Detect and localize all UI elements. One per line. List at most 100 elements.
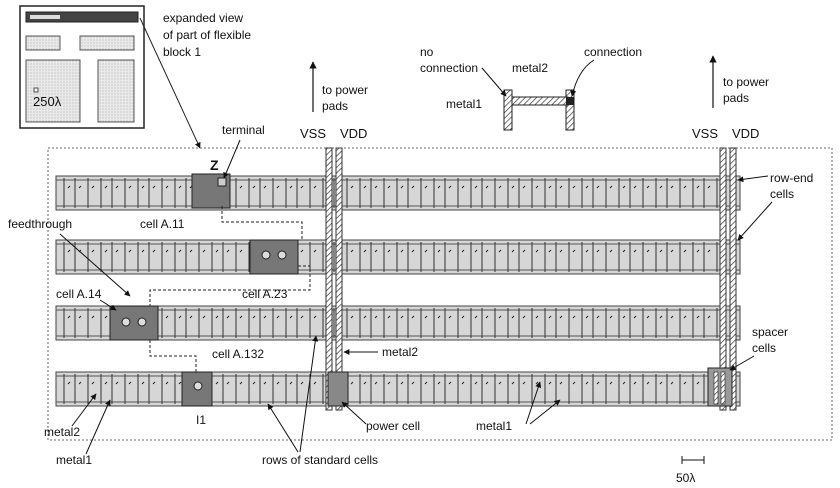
cell-row-4 bbox=[55, 371, 741, 407]
row-1-via-tick bbox=[252, 185, 256, 189]
row-1-via-tick bbox=[437, 185, 441, 189]
no-connection-label-2: connection bbox=[420, 61, 478, 75]
row-1-via-tick bbox=[474, 185, 478, 189]
row-1-via-tick bbox=[152, 185, 156, 189]
row-4-via-tick bbox=[522, 381, 526, 385]
row-3-via-tick bbox=[511, 315, 515, 319]
row-1-via-tick bbox=[300, 185, 304, 189]
vdd-right-label: VDD bbox=[732, 126, 759, 141]
cell-row-2 bbox=[55, 239, 741, 275]
row-3-via-tick bbox=[263, 315, 267, 319]
row-2-via-tick bbox=[448, 249, 452, 253]
row-2-via-tick bbox=[387, 249, 391, 253]
row-2-via-tick bbox=[670, 249, 674, 253]
row-4-via-tick bbox=[152, 381, 156, 385]
row-3-via-tick bbox=[548, 315, 552, 319]
cell-a14 bbox=[109, 305, 159, 341]
row-end-arrow-1 bbox=[737, 175, 769, 183]
metal1-top-label: metal1 bbox=[446, 97, 482, 111]
row-4-via-tick bbox=[252, 381, 256, 385]
row-3-via-tick bbox=[202, 315, 206, 319]
row-4-via-tick bbox=[289, 381, 293, 385]
row-4-via-tick bbox=[91, 381, 95, 385]
spacer-cell-hatch-2 bbox=[720, 371, 726, 405]
row-4-via-tick bbox=[646, 381, 650, 385]
row-4-via-tick bbox=[596, 381, 600, 385]
row-4-via-tick bbox=[498, 381, 502, 385]
row-2-via-tick bbox=[683, 249, 687, 253]
rows-label: rows of standard cells bbox=[262, 453, 378, 467]
row-4-via-tick bbox=[474, 381, 478, 385]
spacer-cells-label-2: cells bbox=[752, 341, 776, 355]
row-4-via-tick bbox=[622, 381, 626, 385]
row-1-via-tick bbox=[535, 185, 539, 189]
row-1-via-tick bbox=[596, 185, 600, 189]
row-3-via-tick bbox=[596, 315, 600, 319]
row-3-via-tick bbox=[239, 315, 243, 319]
row-1-via-tick bbox=[548, 185, 552, 189]
flexible-block-outline bbox=[47, 147, 833, 441]
inset-bar bbox=[25, 11, 139, 23]
row-1-via-tick bbox=[313, 185, 317, 189]
row-4-via-tick bbox=[313, 381, 317, 385]
power-cell-arrow bbox=[341, 401, 367, 425]
row-4-via-tick bbox=[115, 381, 119, 385]
row-1-via-tick bbox=[696, 185, 700, 189]
row-1-via-tick bbox=[387, 185, 391, 189]
scale-bar-label: 50λ bbox=[676, 471, 695, 485]
row-end-arrow-2 bbox=[737, 201, 773, 241]
row-4-via-tick bbox=[239, 381, 243, 385]
row-1-via-tick bbox=[559, 185, 563, 189]
terminal-pad bbox=[217, 177, 227, 187]
row-3-via-tick bbox=[387, 315, 391, 319]
row-4-via-tick bbox=[461, 381, 465, 385]
row-2-via-tick bbox=[511, 249, 515, 253]
row-4-via-tick bbox=[374, 381, 378, 385]
row-1-via-tick bbox=[239, 185, 243, 189]
row-3-via-tick bbox=[670, 315, 674, 319]
row-2-via-tick bbox=[239, 249, 243, 253]
spacer-cell-hatch-1 bbox=[713, 371, 719, 405]
row-1-via-tick bbox=[141, 185, 145, 189]
row-2-via-tick bbox=[165, 249, 169, 253]
row-3-via-tick bbox=[448, 315, 452, 319]
row-3-via-tick bbox=[67, 315, 71, 319]
row-2-via-tick bbox=[707, 249, 711, 253]
row-4-via-tick bbox=[424, 381, 428, 385]
cell-a11-label: cell A.11 bbox=[140, 217, 185, 231]
vdd-rail-right bbox=[729, 147, 737, 411]
cell-a23 bbox=[249, 239, 299, 275]
row-4-via-tick bbox=[67, 381, 71, 385]
vss-left-label: VSS bbox=[300, 126, 326, 141]
power-cell-body bbox=[327, 371, 349, 407]
row-2-via-tick bbox=[646, 249, 650, 253]
row-2-via-tick bbox=[128, 249, 132, 253]
row-4-via-tick bbox=[559, 381, 563, 385]
to-power-pads-left-2: pads bbox=[322, 99, 348, 113]
row-2-via-tick bbox=[572, 249, 576, 253]
row-2-via-tick bbox=[374, 249, 378, 253]
row-3-via-tick bbox=[276, 315, 280, 319]
row-3-via-tick bbox=[300, 315, 304, 319]
row-3-via-tick bbox=[707, 315, 711, 319]
row-3-via-tick bbox=[622, 315, 626, 319]
row-3-via-tick bbox=[609, 315, 613, 319]
row-3-via-tick bbox=[363, 315, 367, 319]
cell-a23-pin-1 bbox=[261, 250, 271, 260]
legend-via bbox=[566, 97, 574, 105]
row-2-via-tick bbox=[91, 249, 95, 253]
power-rail-right bbox=[719, 147, 737, 411]
row-3-via-tick bbox=[424, 315, 428, 319]
vss-rail-right bbox=[719, 147, 727, 411]
row-4-via-tick bbox=[215, 381, 219, 385]
row-3-via-tick bbox=[178, 315, 182, 319]
spacer-cell-body bbox=[707, 367, 733, 407]
feedthrough-arrow bbox=[59, 233, 131, 297]
routing-wires bbox=[149, 206, 311, 372]
rows-arrow-2 bbox=[299, 335, 319, 453]
terminal-label: terminal bbox=[222, 123, 265, 137]
power-rail-left bbox=[325, 147, 343, 411]
row-4-via-tick bbox=[400, 381, 404, 385]
row-4-via-tick bbox=[263, 381, 267, 385]
row-2-via-tick bbox=[659, 249, 663, 253]
